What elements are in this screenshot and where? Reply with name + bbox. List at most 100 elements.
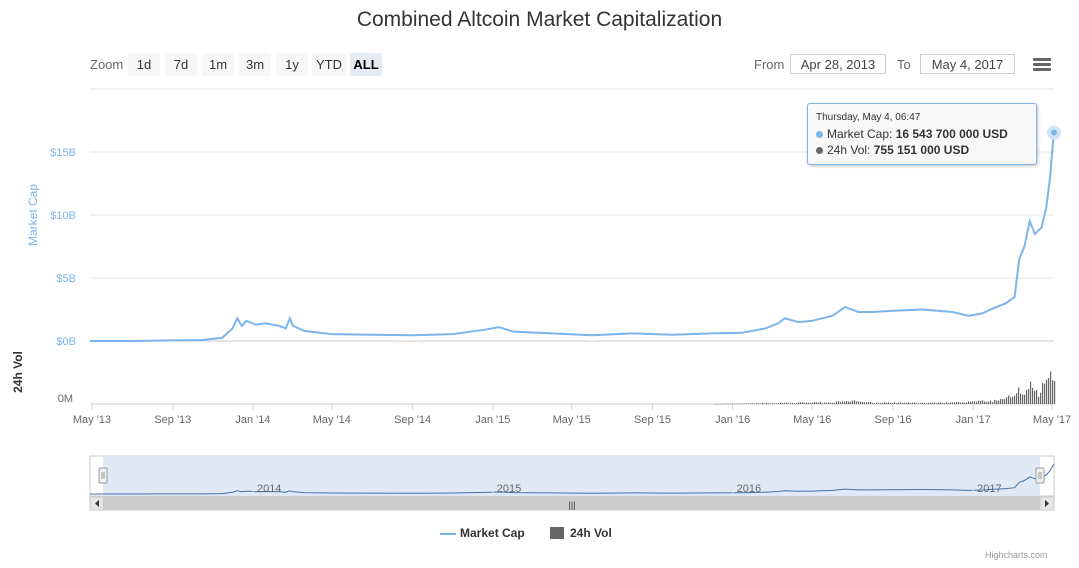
vol-bar [934, 402, 936, 404]
vol-bar [778, 403, 780, 404]
vol-bar [816, 402, 818, 404]
vol-bar [790, 403, 792, 404]
vol-bar [900, 402, 902, 404]
hovered-data-point [1047, 125, 1061, 140]
zoom-button-all[interactable]: ALL [350, 53, 382, 76]
vol-bar [892, 402, 894, 404]
vol-bar [870, 401, 872, 404]
vol-bar [802, 402, 804, 404]
vol-bar [1054, 381, 1056, 404]
vol-bar [984, 401, 986, 404]
zoom-button-1d[interactable]: 1d [128, 53, 160, 76]
vol-bar [940, 402, 942, 404]
vol-bar [976, 401, 978, 404]
vol-bar [1050, 371, 1052, 404]
vol-bar [796, 403, 798, 404]
zoom-button-3m[interactable]: 3m [239, 53, 271, 76]
vol-bar [768, 403, 770, 404]
y-axis-title-vol: 24h Vol [11, 351, 25, 393]
vol-bar [994, 399, 996, 404]
vol-bar [1030, 381, 1032, 404]
vol-bar [912, 402, 914, 404]
vol-bar [884, 402, 886, 404]
from-date-input[interactable]: Apr 28, 2013 [790, 54, 886, 74]
to-label: To [897, 57, 911, 72]
vol-bar [894, 402, 896, 404]
x-tick-label: Sep '14 [394, 414, 431, 426]
vol-bar [910, 403, 912, 404]
vol-bar [1016, 393, 1018, 404]
vol-bar [914, 402, 916, 404]
vol-bar [828, 402, 830, 404]
zoom-button-1m[interactable]: 1m [202, 53, 234, 76]
vol-bar [990, 400, 992, 404]
vol-bar [958, 401, 960, 404]
vol-bar [758, 403, 760, 404]
tooltip: Thursday, May 4, 06:47 Market Cap: 16 54… [807, 103, 1037, 165]
vol-bar [1040, 392, 1042, 404]
zoom-button-7d[interactable]: 7d [165, 53, 197, 76]
vol-bar [1024, 394, 1026, 404]
vol-bar [942, 402, 944, 404]
vol-bar [792, 402, 794, 404]
vol-bar [784, 402, 786, 404]
y-tick-label: $10B [50, 210, 76, 222]
x-tick-label: Jan '16 [715, 414, 750, 426]
vol-bar [780, 402, 782, 404]
vol-bar [1014, 395, 1016, 404]
scroll-right-arrow-icon [1045, 500, 1049, 507]
navigator-series-line [90, 463, 1055, 495]
legend-label-vol: 24h Vol [570, 526, 612, 540]
vol-bar [762, 402, 764, 404]
vol-bar [1036, 390, 1038, 404]
vol-bar [726, 403, 728, 405]
credits[interactable]: Highcharts.com [985, 550, 1048, 560]
x-tick-label: May '15 [553, 414, 591, 426]
scrollbar-grip-icon: ||| [568, 500, 575, 510]
vol-bar [922, 402, 924, 404]
legend-item-vol[interactable]: 24h Vol [550, 526, 612, 540]
vol-bar [932, 402, 934, 404]
vol-bar [844, 401, 846, 404]
x-tick-label: Jan '14 [235, 414, 270, 426]
vol-bar [734, 403, 736, 405]
vol-bar [916, 403, 918, 404]
vol-bar [948, 403, 950, 404]
scrollbar-left-button [89, 496, 104, 511]
scroll-left-arrow-icon [95, 500, 99, 507]
vol-bar [930, 402, 932, 404]
vol-bar [988, 401, 990, 404]
vol-bar [756, 403, 758, 404]
vol-bar [774, 403, 776, 404]
navigator-selection [103, 456, 1040, 496]
vol-bar [728, 403, 730, 405]
vol-bar [888, 402, 890, 404]
legend-item-market-cap[interactable]: Market Cap [440, 526, 525, 540]
vol-bar [954, 402, 956, 404]
vol-bar [1018, 387, 1020, 404]
vol-bar [926, 403, 928, 404]
vol-bar [968, 401, 970, 404]
zoom-button-ytd[interactable]: YTD [312, 53, 346, 76]
vol-bar [880, 402, 882, 404]
vol-bar [824, 402, 826, 404]
vol-bar [846, 401, 848, 404]
vol-bar [848, 401, 850, 404]
vol-bar [980, 400, 982, 404]
vol-bar [718, 403, 720, 405]
vol-bar [874, 403, 876, 404]
vol-bar [1044, 383, 1046, 404]
vol-bar [832, 402, 834, 404]
scrollbar-right-button [1040, 496, 1055, 511]
vol-bar [992, 402, 994, 404]
hamburger-menu-icon[interactable] [1033, 58, 1051, 72]
vol-bar [972, 401, 974, 404]
zoom-button-1y[interactable]: 1y [276, 53, 308, 76]
vol-bar [882, 403, 884, 404]
to-date-input[interactable]: May 4, 2017 [920, 54, 1015, 74]
vol-bar [1034, 390, 1036, 404]
vol-bar [746, 403, 748, 404]
tooltip-date: Thursday, May 4, 06:47 [816, 112, 921, 123]
vol-bar [820, 401, 822, 404]
vol-bar [782, 402, 784, 404]
